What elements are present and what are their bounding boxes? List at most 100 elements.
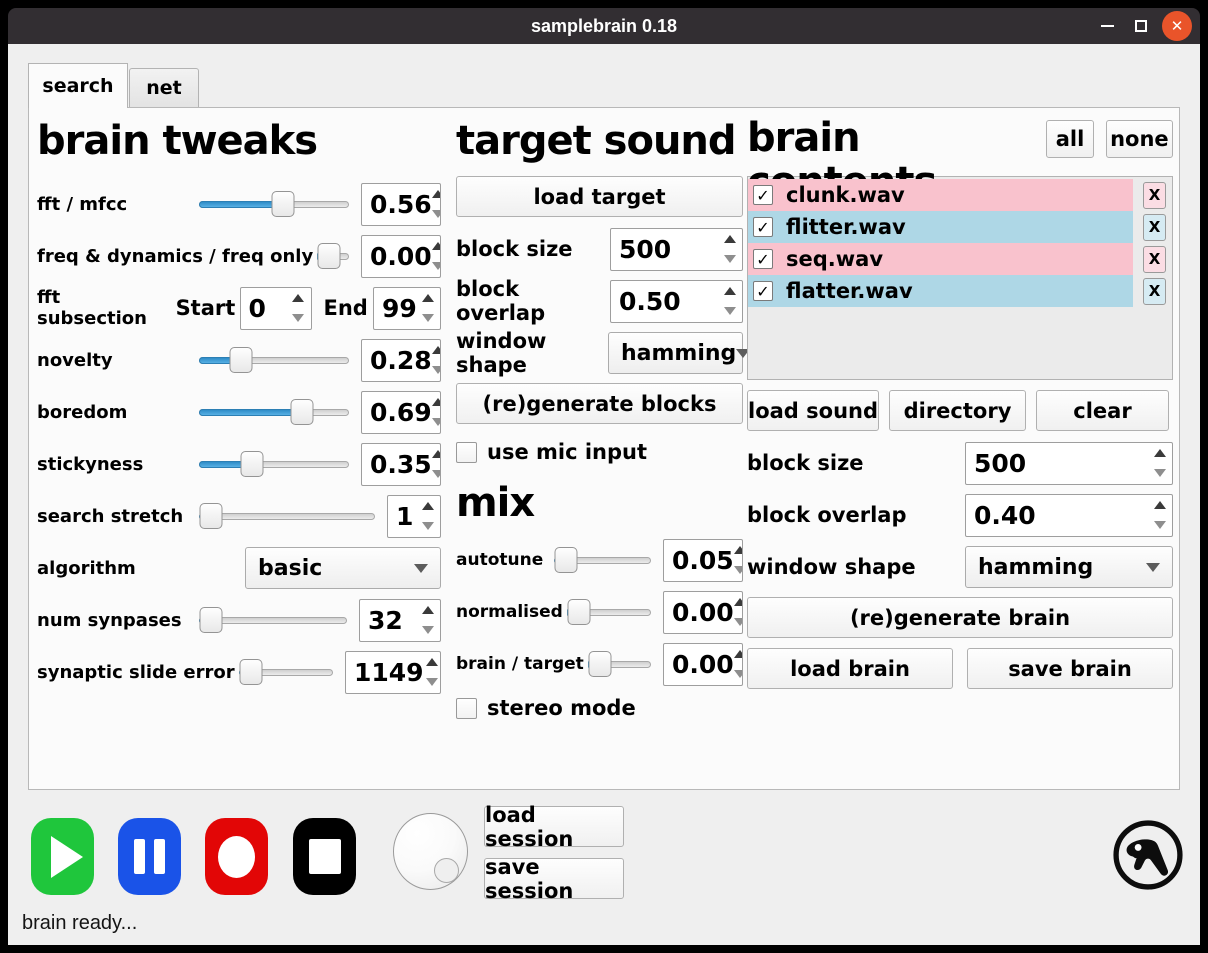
maximize-button[interactable] xyxy=(1126,8,1156,44)
spin-up-button[interactable] xyxy=(733,592,742,613)
spin-up-button[interactable] xyxy=(417,288,440,309)
spin-down-button[interactable] xyxy=(431,204,440,225)
slider-handle[interactable] xyxy=(317,243,341,269)
spin-up-button[interactable] xyxy=(431,236,440,257)
target-block-overlap-spinbox[interactable]: 0.50 xyxy=(610,279,743,323)
spin-up-button[interactable] xyxy=(1147,443,1172,464)
spin-down-button[interactable] xyxy=(717,301,742,322)
slider-handle[interactable] xyxy=(240,451,264,477)
spin-down-button[interactable] xyxy=(717,249,742,270)
load-sound-button[interactable]: load sound xyxy=(747,390,879,431)
spin-up-button[interactable] xyxy=(431,444,440,465)
stickyness-spinbox[interactable]: 0.35 xyxy=(361,442,441,486)
use-mic-input-checkbox[interactable] xyxy=(456,441,477,463)
spin-down-button[interactable] xyxy=(415,620,440,641)
sample-checkbox[interactable]: ✓ xyxy=(753,281,773,301)
fft-mfcc-slider[interactable] xyxy=(199,191,349,217)
brain-target-slider[interactable] xyxy=(587,651,651,677)
num-synpases-slider[interactable] xyxy=(199,607,347,633)
slider-handle[interactable] xyxy=(199,607,223,633)
slider-handle[interactable] xyxy=(229,347,253,373)
synaptic-slide-error-spinbox[interactable]: 1149 xyxy=(345,650,441,694)
spin-up-button[interactable] xyxy=(717,229,742,250)
novelty-spinbox[interactable]: 0.28 xyxy=(361,338,441,382)
close-button[interactable]: ✕ xyxy=(1162,11,1192,41)
normalised-slider[interactable] xyxy=(566,599,651,625)
slider-handle[interactable] xyxy=(290,399,314,425)
remove-sample-button[interactable]: X xyxy=(1143,277,1166,305)
spin-up-button[interactable] xyxy=(415,496,440,517)
search-stretch-slider[interactable] xyxy=(199,503,375,529)
brain-block-overlap-spinbox[interactable]: 0.40 xyxy=(965,493,1173,537)
spin-down-button[interactable] xyxy=(1147,463,1172,484)
slider-handle[interactable] xyxy=(588,651,612,677)
target-window-shape-dropdown[interactable]: hamming xyxy=(608,332,751,374)
sample-checkbox[interactable]: ✓ xyxy=(753,185,773,205)
spin-up-button[interactable] xyxy=(1147,495,1172,516)
minimize-button[interactable] xyxy=(1092,8,1122,44)
novelty-slider[interactable] xyxy=(199,347,349,373)
boredom-slider[interactable] xyxy=(199,399,349,425)
spin-down-button[interactable] xyxy=(286,308,311,329)
spin-up-button[interactable] xyxy=(415,600,440,621)
spin-down-button[interactable] xyxy=(424,672,440,693)
spin-up-button[interactable] xyxy=(286,288,311,309)
autotune-spinbox[interactable]: 0.05 xyxy=(663,538,743,582)
spin-down-button[interactable] xyxy=(1147,515,1172,536)
remove-sample-button[interactable]: X xyxy=(1143,213,1166,241)
spin-down-button[interactable] xyxy=(431,256,440,277)
pause-button[interactable] xyxy=(118,818,181,895)
remove-sample-button[interactable]: X xyxy=(1143,245,1166,273)
stop-button[interactable] xyxy=(293,818,356,895)
target-block-size-spinbox[interactable]: 500 xyxy=(610,227,743,271)
select-all-button[interactable]: all xyxy=(1046,120,1094,158)
freq-dynamics-spinbox[interactable]: 0.00 xyxy=(361,234,441,278)
freq-dynamics-slider[interactable] xyxy=(317,243,349,269)
directory-button[interactable]: directory xyxy=(889,390,1026,431)
spin-down-button[interactable] xyxy=(733,664,742,685)
spin-up-button[interactable] xyxy=(717,281,742,302)
remove-sample-button[interactable]: X xyxy=(1143,181,1166,209)
fft-start-spinbox[interactable]: 0 xyxy=(239,286,312,330)
brain-contents-list[interactable]: ✓ clunk.wav X ✓ flitter.wav X ✓ seq.wav … xyxy=(747,176,1173,380)
record-button[interactable] xyxy=(205,818,268,895)
boredom-spinbox[interactable]: 0.69 xyxy=(361,390,441,434)
algorithm-dropdown[interactable]: basic xyxy=(245,547,441,589)
regenerate-brain-button[interactable]: (re)generate brain xyxy=(747,597,1173,638)
spin-down-button[interactable] xyxy=(733,612,742,633)
spin-down-button[interactable] xyxy=(431,412,440,433)
load-session-button[interactable]: load session xyxy=(484,803,624,851)
spin-down-button[interactable] xyxy=(431,464,440,485)
brain-window-shape-dropdown[interactable]: hamming xyxy=(965,546,1173,588)
brain-target-spinbox[interactable]: 0.00 xyxy=(663,642,743,686)
spin-up-button[interactable] xyxy=(431,184,440,205)
load-target-button[interactable]: load target xyxy=(456,176,743,217)
list-item[interactable]: ✓ flitter.wav X xyxy=(748,211,1172,243)
slider-handle[interactable] xyxy=(199,503,223,529)
fft-mfcc-spinbox[interactable]: 0.56 xyxy=(361,182,441,226)
spin-up-button[interactable] xyxy=(424,652,440,673)
regenerate-blocks-button[interactable]: (re)generate blocks xyxy=(456,383,743,424)
spin-up-button[interactable] xyxy=(733,644,742,665)
stereo-mode-checkbox[interactable] xyxy=(456,697,477,719)
load-brain-button[interactable]: load brain xyxy=(747,648,953,689)
spin-down-button[interactable] xyxy=(417,308,440,329)
search-stretch-spinbox[interactable]: 1 xyxy=(387,494,441,538)
select-none-button[interactable]: none xyxy=(1105,120,1173,158)
brain-block-size-spinbox[interactable]: 500 xyxy=(965,441,1173,485)
spin-up-button[interactable] xyxy=(733,540,742,561)
spin-down-button[interactable] xyxy=(733,560,742,581)
titlebar[interactable]: samplebrain 0.18 ✕ xyxy=(8,8,1200,44)
autotune-slider[interactable] xyxy=(554,547,651,573)
play-button[interactable] xyxy=(31,818,94,895)
spin-up-button[interactable] xyxy=(431,392,440,413)
sample-checkbox[interactable]: ✓ xyxy=(753,217,773,237)
slider-handle[interactable] xyxy=(567,599,591,625)
slider-handle[interactable] xyxy=(271,191,295,217)
slider-handle[interactable] xyxy=(554,547,578,573)
normalised-spinbox[interactable]: 0.00 xyxy=(663,590,743,634)
sample-checkbox[interactable]: ✓ xyxy=(753,249,773,269)
save-brain-button[interactable]: save brain xyxy=(967,648,1173,689)
num-synpases-spinbox[interactable]: 32 xyxy=(359,598,441,642)
clear-button[interactable]: clear xyxy=(1036,390,1169,431)
